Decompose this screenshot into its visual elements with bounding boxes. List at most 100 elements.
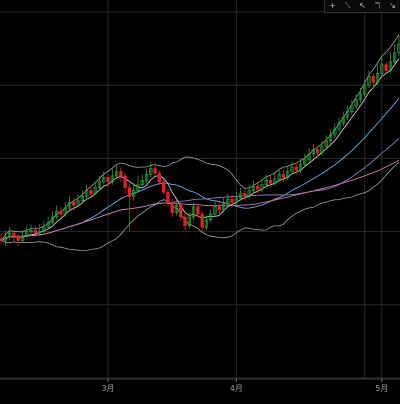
- candle-body: [209, 213, 213, 221]
- candle-body: [84, 190, 89, 197]
- candle-body: [55, 210, 59, 218]
- ray-line-icon[interactable]: ↖: [359, 1, 366, 10]
- trend-line-icon[interactable]: ⟍: [344, 1, 351, 10]
- candle-body: [123, 175, 127, 189]
- candle-body: [170, 201, 174, 213]
- candle-body: [337, 122, 341, 130]
- candle-body: [7, 232, 12, 238]
- candle-body: [29, 229, 33, 232]
- ma-short-line: [0, 58, 400, 241]
- candle-body: [33, 229, 37, 234]
- candle-body: [187, 216, 191, 227]
- candle-body: [311, 149, 316, 155]
- candle-body: [380, 64, 384, 74]
- candle-body: [345, 111, 350, 118]
- candle-body: [243, 193, 247, 197]
- candle-body: [375, 73, 380, 83]
- candle-body: [290, 166, 294, 172]
- candle-body: [358, 93, 363, 101]
- candle-body: [166, 191, 170, 203]
- candle-body: [230, 199, 234, 203]
- candle-body: [341, 117, 345, 124]
- candle-body: [0, 238, 3, 241]
- candle-body: [67, 201, 72, 209]
- x-tick-label: 5月: [375, 384, 388, 393]
- candle-body: [12, 232, 16, 237]
- candle-body: [76, 200, 80, 206]
- candle-body: [239, 193, 243, 199]
- candle-body: [200, 213, 204, 228]
- candle-body: [281, 174, 286, 178]
- ma-long-line: [0, 138, 400, 241]
- candle-body: [328, 134, 333, 142]
- candle-body: [136, 184, 140, 191]
- drawing-toolbar: + ⟍ ↖ ℸ ↘: [324, 0, 400, 13]
- candle-body: [63, 207, 67, 215]
- candle-body: [286, 171, 290, 178]
- candle-body: [106, 177, 110, 183]
- candle-body: [277, 174, 281, 180]
- candle-body: [307, 153, 311, 161]
- candle-body: [226, 199, 230, 205]
- candle-body: [324, 140, 328, 148]
- candle-body: [264, 180, 268, 186]
- candle-body: [294, 166, 298, 171]
- candle-body: [119, 171, 123, 177]
- bollinger-band: [0, 34, 400, 252]
- candle-body: [20, 235, 25, 241]
- candle-body: [268, 180, 273, 184]
- fibonacci-icon[interactable]: ℸ: [374, 1, 381, 10]
- candle-body: [384, 64, 388, 71]
- crosshair-icon[interactable]: +: [329, 1, 336, 10]
- candle-body: [114, 171, 119, 177]
- candle-body: [397, 43, 400, 54]
- arrow-down-right-icon[interactable]: ↘: [389, 1, 396, 10]
- candle-body: [50, 216, 55, 224]
- candle-body: [157, 172, 161, 183]
- candle-body: [350, 105, 354, 112]
- bollinger-lower: [0, 161, 400, 252]
- candle-body: [80, 196, 84, 202]
- candle-body: [298, 163, 303, 171]
- moving-averages: [0, 58, 400, 241]
- bollinger-upper: [0, 34, 400, 241]
- candle-body: [46, 222, 50, 228]
- candle-body: [25, 231, 29, 237]
- candle-body: [89, 190, 93, 194]
- candle-body: [251, 185, 256, 191]
- x-tick-label: 4月: [230, 384, 243, 393]
- candle-body: [179, 204, 183, 218]
- candle-body: [174, 204, 179, 213]
- candle-body: [37, 231, 42, 234]
- candle-body: [140, 180, 144, 186]
- candle-body: [97, 181, 102, 189]
- candle-body: [333, 128, 337, 136]
- candle-body: [204, 219, 209, 228]
- candle-body: [221, 203, 226, 210]
- candle-body: [354, 99, 358, 107]
- candle-body: [196, 206, 200, 215]
- candle-body: [393, 52, 397, 63]
- candle-body: [217, 206, 221, 210]
- candle-body: [320, 146, 324, 153]
- candle-body: [191, 206, 196, 218]
- candle-body: [247, 190, 251, 197]
- candle-body: [260, 184, 264, 190]
- candle-body: [363, 84, 367, 95]
- candle-body: [72, 201, 76, 206]
- candle-body: [316, 149, 320, 153]
- candle-body: [388, 61, 393, 71]
- candle-body: [183, 216, 187, 227]
- grid: [0, 0, 400, 379]
- candle-body: [371, 76, 375, 83]
- x-axis: 3月 4月 5月: [0, 378, 400, 393]
- candle-body: [213, 206, 217, 215]
- candle-body: [3, 236, 7, 241]
- x-tick-label: 3月: [101, 384, 114, 393]
- candle-body: [59, 210, 63, 215]
- candle-body: [102, 177, 106, 183]
- candle-body: [256, 185, 260, 190]
- candle-body: [144, 174, 149, 181]
